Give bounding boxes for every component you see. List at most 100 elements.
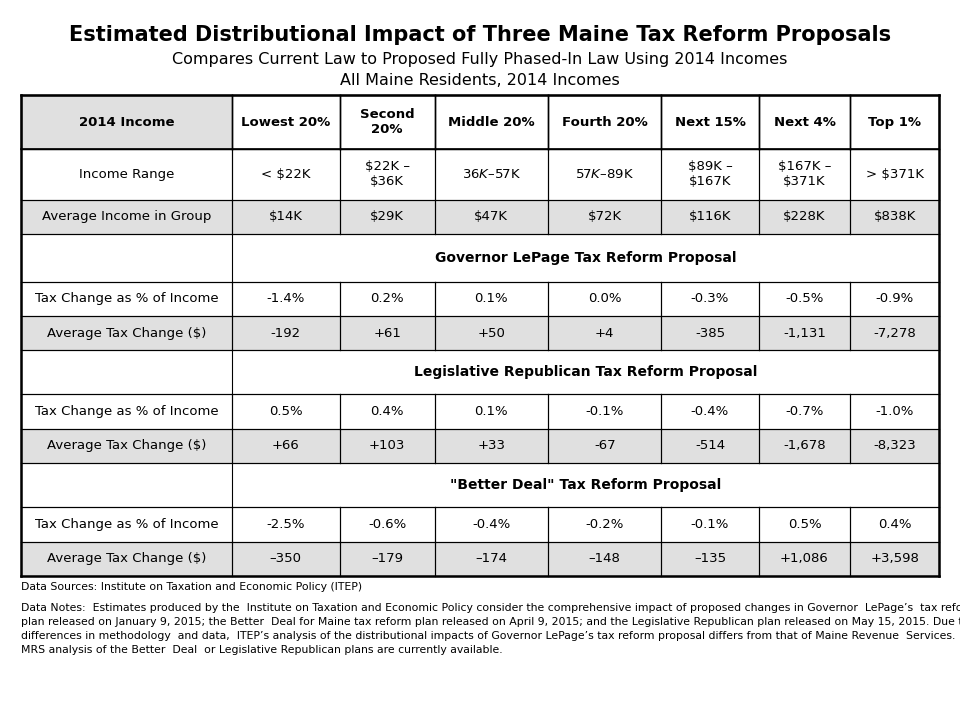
Text: +103: +103 bbox=[369, 439, 405, 452]
Text: Data Sources: Institute on Taxation and Economic Policy (ITEP): Data Sources: Institute on Taxation and … bbox=[21, 582, 362, 592]
Text: -192: -192 bbox=[271, 327, 300, 340]
Text: "Better Deal" Tax Reform Proposal: "Better Deal" Tax Reform Proposal bbox=[449, 478, 721, 492]
Bar bbox=[340, 541, 435, 576]
Text: $29K: $29K bbox=[371, 210, 404, 223]
Bar bbox=[231, 316, 340, 350]
Text: -514: -514 bbox=[695, 439, 725, 452]
Text: $14K: $14K bbox=[269, 210, 302, 223]
Text: +4: +4 bbox=[595, 327, 614, 340]
Bar bbox=[548, 282, 661, 316]
Bar bbox=[758, 541, 851, 576]
Text: -0.7%: -0.7% bbox=[785, 405, 824, 418]
Bar bbox=[548, 95, 661, 149]
Bar bbox=[661, 95, 758, 149]
Bar bbox=[435, 316, 548, 350]
Bar bbox=[435, 95, 548, 149]
Bar bbox=[21, 463, 231, 508]
Text: -67: -67 bbox=[594, 439, 615, 452]
Bar bbox=[548, 541, 661, 576]
Text: $838K: $838K bbox=[874, 210, 916, 223]
Bar bbox=[340, 316, 435, 350]
Text: Top 1%: Top 1% bbox=[868, 115, 921, 129]
Text: Average Income in Group: Average Income in Group bbox=[41, 210, 211, 223]
Bar bbox=[548, 429, 661, 463]
Text: Next 15%: Next 15% bbox=[675, 115, 745, 129]
Bar bbox=[758, 199, 851, 234]
Bar bbox=[231, 282, 340, 316]
Bar bbox=[231, 95, 340, 149]
Text: $228K: $228K bbox=[783, 210, 826, 223]
Text: $116K: $116K bbox=[688, 210, 732, 223]
Text: -0.9%: -0.9% bbox=[876, 292, 914, 305]
Text: -0.3%: -0.3% bbox=[691, 292, 730, 305]
Text: -0.4%: -0.4% bbox=[472, 518, 511, 531]
Bar bbox=[435, 149, 548, 199]
Text: 0.4%: 0.4% bbox=[371, 405, 404, 418]
Text: < $22K: < $22K bbox=[261, 168, 310, 181]
Text: 0.2%: 0.2% bbox=[371, 292, 404, 305]
Bar bbox=[435, 508, 548, 541]
Text: Data Notes:  Estimates produced by the  Institute on Taxation and Economic Polic: Data Notes: Estimates produced by the In… bbox=[21, 603, 960, 654]
Text: 0.5%: 0.5% bbox=[269, 405, 302, 418]
Text: Income Range: Income Range bbox=[79, 168, 174, 181]
Text: +66: +66 bbox=[272, 439, 300, 452]
Text: $72K: $72K bbox=[588, 210, 622, 223]
Text: Next 4%: Next 4% bbox=[774, 115, 835, 129]
Text: -385: -385 bbox=[695, 327, 725, 340]
Text: -0.1%: -0.1% bbox=[586, 405, 624, 418]
Bar bbox=[340, 429, 435, 463]
Text: -2.5%: -2.5% bbox=[267, 518, 305, 531]
Text: $22K –
$36K: $22K – $36K bbox=[365, 161, 410, 189]
Text: -1,678: -1,678 bbox=[783, 439, 826, 452]
Bar bbox=[851, 508, 939, 541]
Text: $47K: $47K bbox=[474, 210, 509, 223]
Bar bbox=[340, 282, 435, 316]
Bar bbox=[231, 149, 340, 199]
Bar bbox=[548, 199, 661, 234]
Bar bbox=[661, 508, 758, 541]
Bar bbox=[851, 395, 939, 429]
Text: –179: –179 bbox=[372, 552, 403, 565]
Text: $57K – $89K: $57K – $89K bbox=[575, 168, 635, 181]
Bar bbox=[21, 95, 231, 149]
Text: –148: –148 bbox=[588, 552, 621, 565]
Bar bbox=[758, 395, 851, 429]
Bar bbox=[851, 199, 939, 234]
Bar bbox=[231, 541, 340, 576]
Bar bbox=[758, 316, 851, 350]
Bar bbox=[21, 199, 231, 234]
Text: -1.0%: -1.0% bbox=[876, 405, 914, 418]
Text: 0.0%: 0.0% bbox=[588, 292, 621, 305]
Bar bbox=[548, 508, 661, 541]
Bar bbox=[661, 429, 758, 463]
Bar bbox=[340, 395, 435, 429]
Text: -1,131: -1,131 bbox=[783, 327, 826, 340]
Bar bbox=[231, 508, 340, 541]
Text: -7,278: -7,278 bbox=[874, 327, 916, 340]
Bar bbox=[851, 149, 939, 199]
Text: -0.1%: -0.1% bbox=[691, 518, 730, 531]
Bar bbox=[340, 95, 435, 149]
Bar bbox=[21, 429, 231, 463]
Text: $167K –
$371K: $167K – $371K bbox=[778, 161, 831, 189]
Bar bbox=[661, 395, 758, 429]
Text: Compares Current Law to Proposed Fully Phased-In Law Using 2014 Incomes: Compares Current Law to Proposed Fully P… bbox=[172, 52, 788, 67]
Bar bbox=[851, 429, 939, 463]
Bar bbox=[661, 149, 758, 199]
Text: Average Tax Change ($): Average Tax Change ($) bbox=[47, 327, 206, 340]
Bar bbox=[21, 149, 231, 199]
Text: > $371K: > $371K bbox=[866, 168, 924, 181]
Bar bbox=[851, 316, 939, 350]
Bar bbox=[758, 508, 851, 541]
Bar bbox=[435, 395, 548, 429]
Text: +1,086: +1,086 bbox=[780, 552, 828, 565]
Bar bbox=[851, 95, 939, 149]
Text: Fourth 20%: Fourth 20% bbox=[562, 115, 648, 129]
Bar bbox=[661, 282, 758, 316]
Text: +61: +61 bbox=[373, 327, 401, 340]
Text: +50: +50 bbox=[477, 327, 505, 340]
Text: 0.1%: 0.1% bbox=[474, 405, 508, 418]
Text: Tax Change as % of Income: Tax Change as % of Income bbox=[35, 518, 218, 531]
Text: +3,598: +3,598 bbox=[870, 552, 919, 565]
Text: –350: –350 bbox=[270, 552, 301, 565]
